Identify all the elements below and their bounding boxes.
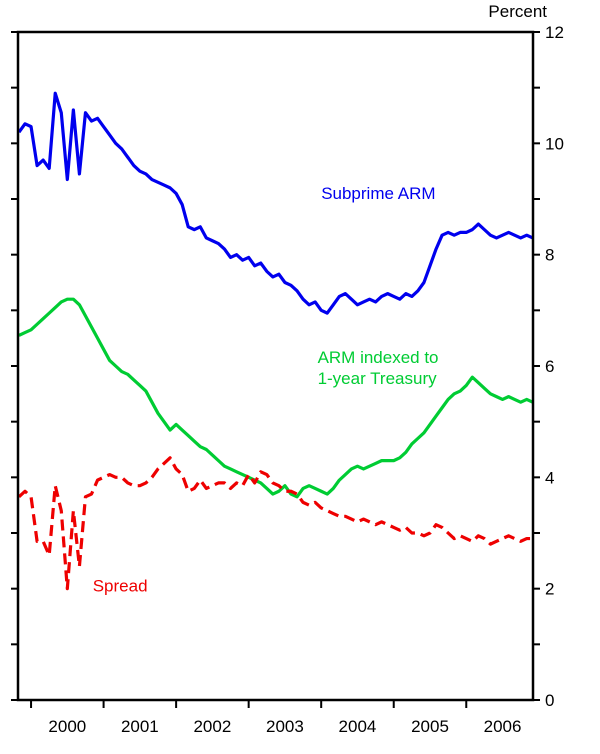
line-spread: [17, 456, 533, 591]
x-tick-label: 2006: [484, 717, 522, 736]
y-tick-label: 0: [545, 691, 554, 710]
x-tick-label: 2003: [266, 717, 304, 736]
plot-border: [16, 30, 535, 702]
x-tick-label: 2000: [48, 717, 86, 736]
y-tick-label: 8: [545, 246, 554, 265]
line-arm-indexed-to-1-year-treasury: [18, 297, 534, 499]
x-tick-label: 2005: [411, 717, 449, 736]
x-tick-label: 2002: [193, 717, 231, 736]
x-tick-label: 2004: [339, 717, 377, 736]
annotation-arm-indexed-to: ARM indexed to: [318, 348, 439, 367]
annotation-1-year-treasury: 1-year Treasury: [318, 369, 438, 388]
x-tick-label: 2001: [121, 717, 159, 736]
y-tick-label: 2: [545, 580, 554, 599]
line-subprime-arm: [17, 91, 534, 315]
y-tick-label: 10: [545, 134, 564, 153]
y-tick-label: 12: [545, 23, 564, 42]
y-tick-label: 4: [545, 468, 554, 487]
annotation-subprime-arm: Subprime ARM: [321, 184, 435, 203]
annotation-spread: Spread: [93, 576, 148, 595]
y-axis-unit-label: Percent: [488, 2, 547, 21]
y-tick-label: 6: [545, 357, 554, 376]
